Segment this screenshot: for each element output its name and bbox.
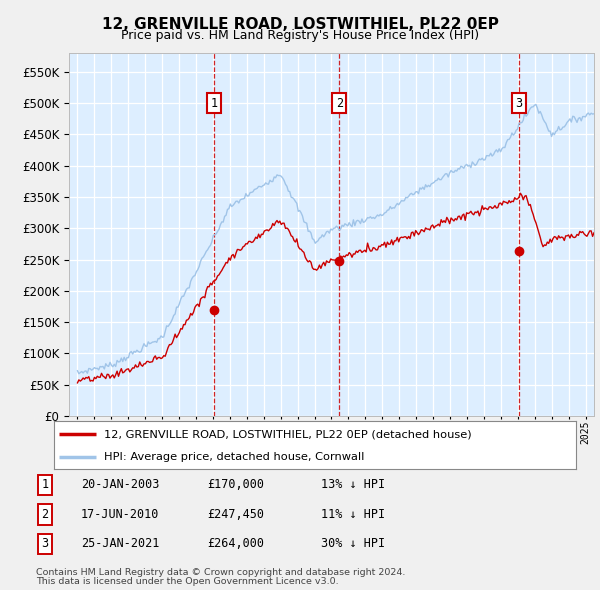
Text: 13% ↓ HPI: 13% ↓ HPI <box>321 478 385 491</box>
Text: Price paid vs. HM Land Registry's House Price Index (HPI): Price paid vs. HM Land Registry's House … <box>121 30 479 42</box>
Text: 1: 1 <box>210 97 217 110</box>
Text: 12, GRENVILLE ROAD, LOSTWITHIEL, PL22 0EP (detached house): 12, GRENVILLE ROAD, LOSTWITHIEL, PL22 0E… <box>104 429 471 439</box>
Text: Contains HM Land Registry data © Crown copyright and database right 2024.: Contains HM Land Registry data © Crown c… <box>36 568 406 577</box>
Text: 2: 2 <box>336 97 343 110</box>
Text: HPI: Average price, detached house, Cornwall: HPI: Average price, detached house, Corn… <box>104 452 364 462</box>
Text: £264,000: £264,000 <box>207 537 264 550</box>
Text: 20-JAN-2003: 20-JAN-2003 <box>81 478 160 491</box>
Text: 1: 1 <box>41 478 49 491</box>
Text: 3: 3 <box>41 537 49 550</box>
Text: This data is licensed under the Open Government Licence v3.0.: This data is licensed under the Open Gov… <box>36 578 338 586</box>
Text: £170,000: £170,000 <box>207 478 264 491</box>
Text: 11% ↓ HPI: 11% ↓ HPI <box>321 508 385 521</box>
Text: 12, GRENVILLE ROAD, LOSTWITHIEL, PL22 0EP: 12, GRENVILLE ROAD, LOSTWITHIEL, PL22 0E… <box>101 17 499 31</box>
Text: 2: 2 <box>41 508 49 521</box>
Text: 17-JUN-2010: 17-JUN-2010 <box>81 508 160 521</box>
Text: 3: 3 <box>515 97 523 110</box>
Text: 30% ↓ HPI: 30% ↓ HPI <box>321 537 385 550</box>
Text: £247,450: £247,450 <box>207 508 264 521</box>
Text: 25-JAN-2021: 25-JAN-2021 <box>81 537 160 550</box>
